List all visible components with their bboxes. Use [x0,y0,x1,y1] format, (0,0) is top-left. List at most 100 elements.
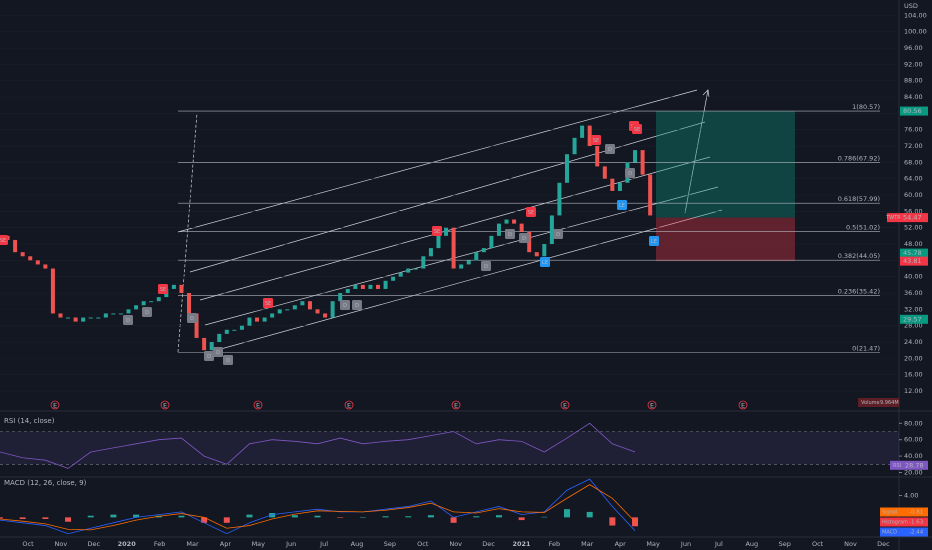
channel-line [209,209,723,353]
earnings-label: E [163,402,167,410]
candle [376,284,380,289]
candle [156,297,161,302]
macd-tag-name: MACD [882,530,897,536]
loss-zone [656,217,795,262]
earnings-label: E [454,402,458,410]
rsi-band [0,431,899,465]
earnings-label: E [256,402,260,410]
candle [648,174,653,216]
signal-tag [352,300,362,310]
time-label: Apr [220,540,232,548]
price-tick-label: 76.00 [904,126,923,134]
candle [118,313,123,315]
signal-tag [553,229,563,239]
signal-label: SE [0,238,6,244]
candle [20,252,25,257]
candle [292,305,297,310]
time-label: Jul [714,540,723,548]
rsi-tag-name: RSI [893,463,901,469]
histogram-bar [201,517,208,523]
candle [43,264,48,269]
fib-label: 1(80.57) [852,103,880,111]
earnings-label: E [53,402,57,410]
signal-label: D [126,318,130,324]
candle [557,182,562,216]
signal-tag [223,355,233,365]
macd-tag-name: Signal [882,510,897,516]
candle [134,305,139,310]
currency: USD [904,2,918,10]
candle [73,317,78,322]
signal-tag [605,144,615,154]
histogram-bar [473,516,480,518]
signal-label: D [608,147,612,153]
candle [504,219,509,224]
candle [149,301,154,303]
candle [323,313,328,318]
candle [277,309,282,314]
candle [194,313,199,338]
histogram-bar [246,514,253,518]
price-tick-label: 16.00 [904,371,923,379]
signal-label: SE [634,127,640,133]
time-label: Sep [779,540,791,548]
time-label: Nov [449,540,462,548]
earnings-marker [738,400,748,410]
price-tick-label: 48.00 [904,240,923,248]
signal-label: SE [265,301,271,307]
rsi-tick-label: 40.00 [904,452,923,460]
channel-line [177,89,698,233]
signal-tag [526,207,536,217]
profit-zone [656,111,795,218]
price-tag [900,314,928,324]
time-label: Aug [351,540,364,548]
price-tick-label: 56.00 [904,207,923,215]
time-label: Oct [812,540,824,548]
candle [179,284,184,294]
candle [58,313,63,318]
symbol-label: TWTR [885,215,901,221]
signal-tag [123,315,133,325]
earnings-label: E [650,402,654,410]
candle [542,244,547,257]
rsi-tick-label: 80.00 [904,419,923,427]
price-tick-label: 64.00 [904,175,923,183]
candle [103,313,108,318]
earnings-marker [451,400,461,410]
fib-label: 0.382(44.05) [838,252,880,260]
price-tag-label: 29.57 [903,315,922,323]
candle [345,288,350,294]
time-label: Jul [319,540,328,548]
macd-tick-label: 4.00 [904,492,918,500]
macd-tag-value: -0.81 [909,510,923,516]
price-tick-label: 88.00 [904,77,923,85]
histogram-bar [450,517,457,523]
histogram-bar [586,511,593,518]
signal-label: SE [434,229,440,235]
time-label: Sep [384,540,396,548]
time-label: May [646,540,660,548]
time-label: Oct [417,540,429,548]
rsi-title: RSI (14, close) [4,417,55,425]
earnings-label: E [563,402,567,410]
fib-label: 0(21.47) [852,344,880,352]
histogram-bar [382,516,389,518]
histogram-bar [291,515,298,518]
candle [217,333,222,343]
signal-label: LE [651,239,657,245]
volume-value: 9.964M [880,400,899,406]
candle [315,309,320,314]
earnings-marker [50,400,60,410]
earnings-marker [253,400,263,410]
time-label: Apr [615,540,627,548]
price-tick-label: 92.00 [904,60,923,68]
candle [307,301,312,310]
earnings-marker [344,400,354,410]
price-tick-label: 84.00 [904,93,923,101]
macd-line [0,478,636,535]
price-tick-label: 52.00 [904,224,923,232]
fib-label: 0.236(35.42) [838,287,880,295]
candle [406,268,411,273]
histogram-bar [632,517,639,527]
